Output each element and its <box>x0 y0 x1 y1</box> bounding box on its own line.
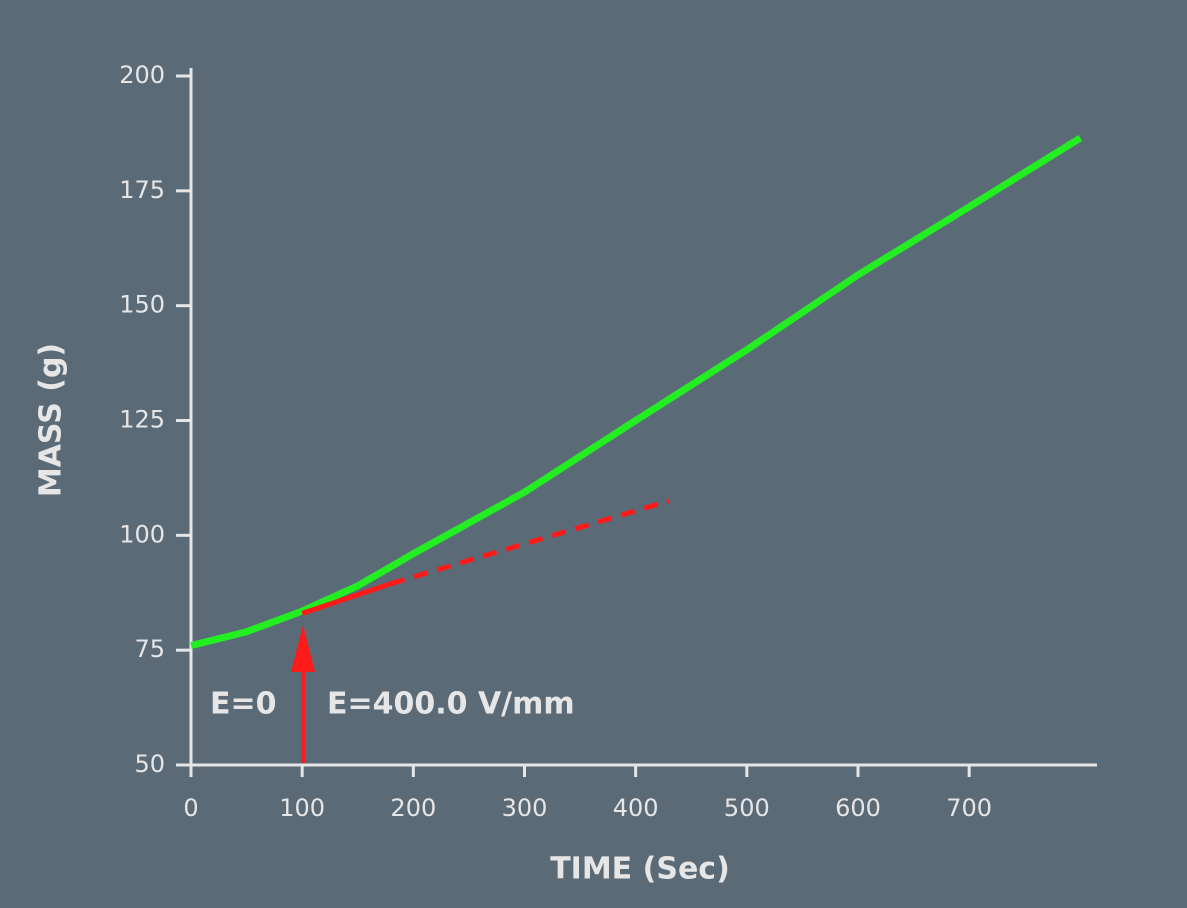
y-tick-label: 50 <box>134 750 165 778</box>
x-tick-label: 200 <box>390 794 436 822</box>
x-tick-label: 300 <box>502 794 548 822</box>
x-tick-label: 700 <box>946 794 992 822</box>
y-axis-title: MASS (g) <box>34 343 69 497</box>
x-tick-label: 600 <box>835 794 881 822</box>
arrow-head <box>291 625 315 672</box>
x-tick-label: 500 <box>724 794 770 822</box>
annotation: E=0 <box>210 687 277 722</box>
annotation: E=400.0 V/mm <box>327 687 575 722</box>
data-line <box>390 498 670 586</box>
y-tick-label: 100 <box>119 520 165 548</box>
y-tick-label: 125 <box>119 406 165 434</box>
y-tick-label: 75 <box>134 635 165 663</box>
data-line <box>190 135 1083 649</box>
data-line <box>301 581 392 616</box>
x-tick-label: 0 <box>183 794 198 822</box>
x-axis-title: TIME (Sec) <box>550 852 730 887</box>
y-tick-label: 200 <box>119 61 165 89</box>
x-tick-label: 100 <box>279 794 325 822</box>
x-tick-label: 400 <box>613 794 659 822</box>
y-tick-label: 150 <box>119 291 165 319</box>
y-tick-label: 175 <box>119 176 165 204</box>
